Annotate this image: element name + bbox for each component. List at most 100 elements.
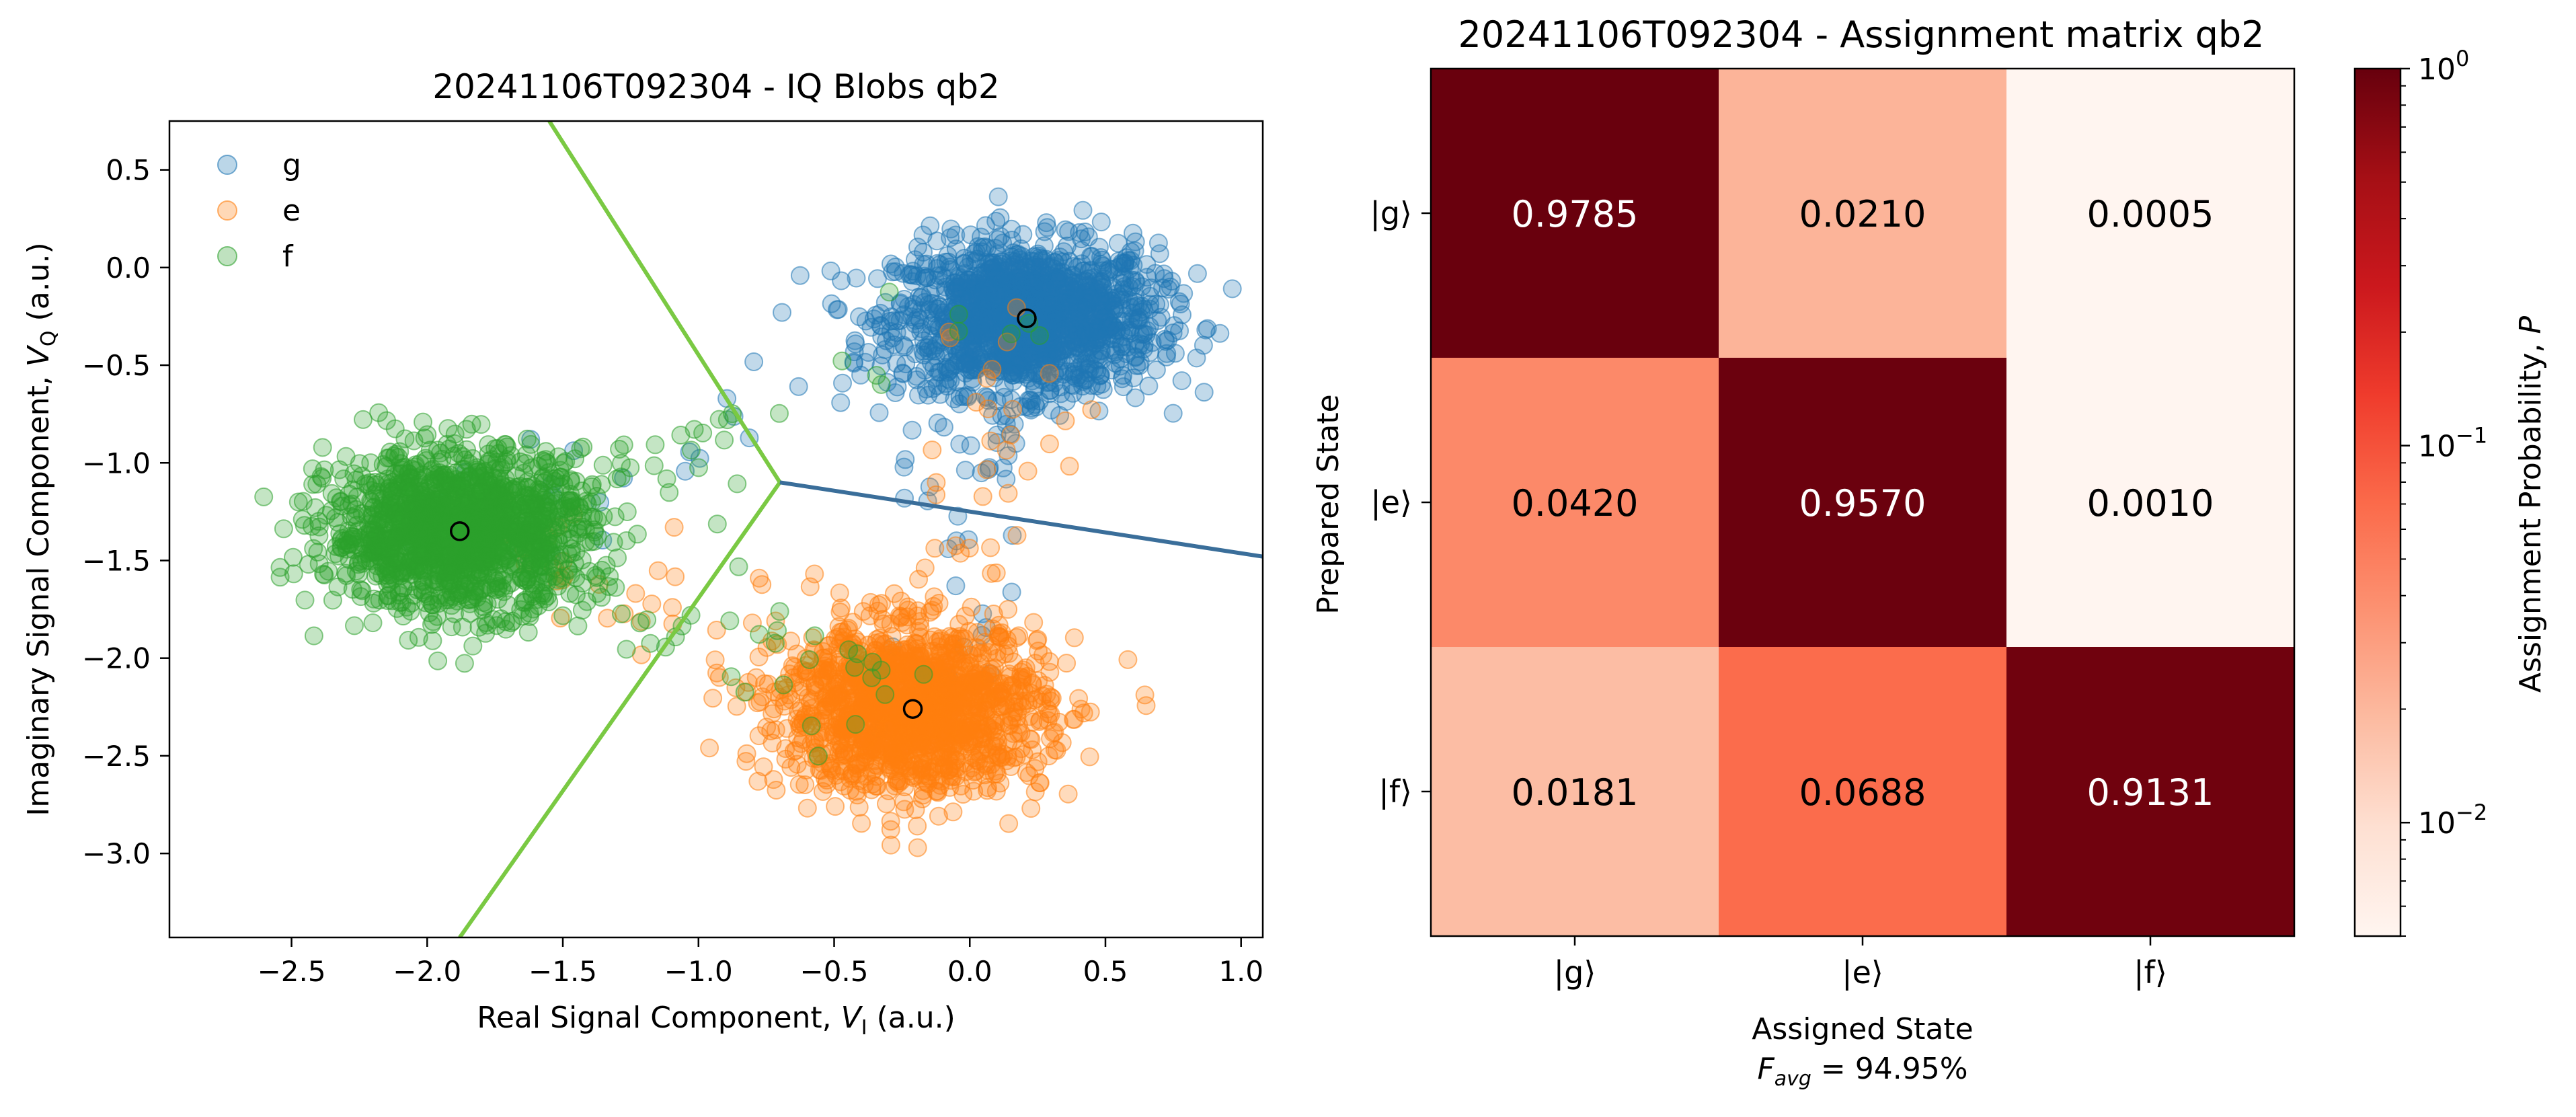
iq-point bbox=[750, 625, 769, 644]
iq-point bbox=[768, 621, 787, 640]
iq-point bbox=[593, 455, 613, 475]
iq-point bbox=[305, 498, 325, 517]
iq-plot-area bbox=[169, 121, 1263, 937]
iq-point bbox=[1187, 264, 1207, 283]
iq-point bbox=[909, 621, 928, 641]
iq-point bbox=[345, 616, 364, 635]
iq-point bbox=[983, 619, 1003, 639]
iq-point bbox=[343, 527, 362, 546]
iq-point bbox=[715, 430, 734, 450]
iq-point bbox=[511, 568, 531, 588]
iq-x-tick-label: 0.5 bbox=[1083, 955, 1128, 988]
iq-point bbox=[295, 590, 315, 610]
matrix-col-labels: |g⟩ |e⟩ |f⟩ bbox=[1554, 936, 2167, 991]
iq-point bbox=[1146, 264, 1165, 283]
iq-point bbox=[829, 617, 849, 636]
iq-point bbox=[755, 674, 774, 693]
iq-x-tick-label: −2.5 bbox=[258, 955, 326, 988]
iq-point bbox=[914, 243, 933, 262]
iq-x-tick-label: 0.0 bbox=[947, 955, 992, 988]
iq-x-tick-label: −1.5 bbox=[529, 955, 597, 988]
iq-point bbox=[720, 611, 740, 631]
iq-point bbox=[1021, 390, 1040, 410]
iq-point bbox=[354, 410, 373, 429]
iq-x-tick-label: −1.0 bbox=[664, 955, 733, 988]
iq-point bbox=[453, 617, 472, 637]
iq-point bbox=[973, 487, 992, 506]
iq-point bbox=[978, 238, 997, 258]
iq-point bbox=[966, 393, 986, 412]
iq-point bbox=[399, 631, 418, 650]
iq-point bbox=[1069, 689, 1089, 708]
iq-point bbox=[610, 440, 629, 459]
iq-y-tick-label: −1.0 bbox=[82, 447, 151, 479]
iq-point bbox=[1091, 248, 1110, 267]
iq-point bbox=[976, 216, 995, 235]
iq-point bbox=[946, 767, 966, 786]
iq-point bbox=[426, 555, 446, 574]
iq-point bbox=[853, 693, 873, 712]
iq-point bbox=[1013, 225, 1033, 244]
iq-point bbox=[481, 549, 501, 568]
iq-point bbox=[483, 529, 503, 549]
iq-point bbox=[1194, 336, 1213, 355]
iq-y-tick-label: −1.5 bbox=[82, 544, 151, 577]
iq-point bbox=[852, 814, 871, 833]
iq-point bbox=[923, 440, 942, 460]
iq-point bbox=[621, 458, 640, 477]
iq-scatter-points bbox=[254, 187, 1242, 857]
iq-point bbox=[644, 456, 664, 475]
iq-point bbox=[977, 460, 997, 479]
iq-point bbox=[1119, 251, 1138, 270]
iq-point bbox=[994, 644, 1014, 664]
iq-point bbox=[799, 650, 819, 669]
iq-point bbox=[700, 738, 719, 758]
iq-point bbox=[928, 632, 947, 652]
iq-point bbox=[848, 785, 867, 805]
iq-point bbox=[455, 654, 474, 673]
iq-point bbox=[1075, 261, 1093, 280]
iq-point bbox=[802, 716, 821, 736]
legend-marker-f bbox=[217, 246, 237, 266]
iq-point bbox=[1082, 400, 1101, 420]
iq-point bbox=[1007, 747, 1026, 767]
iq-point bbox=[988, 743, 1008, 763]
iq-point bbox=[791, 734, 811, 753]
iq-point bbox=[974, 681, 994, 700]
iq-point bbox=[936, 281, 955, 301]
iq-point bbox=[952, 650, 972, 669]
iq-point bbox=[657, 469, 676, 488]
iq-point bbox=[728, 474, 747, 494]
iq-point bbox=[617, 640, 636, 659]
iq-point bbox=[986, 212, 1006, 231]
iq-point bbox=[1126, 287, 1145, 307]
colorbar-tick-label: 10−1 bbox=[2418, 423, 2487, 464]
iq-point bbox=[805, 626, 824, 646]
iq-point bbox=[867, 366, 886, 385]
iq-point bbox=[1041, 279, 1060, 299]
iq-point bbox=[770, 403, 789, 423]
iq-point bbox=[1077, 282, 1096, 302]
iq-point bbox=[1123, 223, 1142, 243]
iq-point bbox=[485, 488, 505, 507]
iq-point bbox=[921, 695, 940, 714]
matrix-cell-value: 0.9785 bbox=[1512, 193, 1639, 235]
iq-point bbox=[752, 575, 772, 594]
iq-y-ticks: 0.50.0−0.5−1.0−1.5−2.0−2.5−3.0 bbox=[82, 154, 169, 870]
iq-point bbox=[942, 673, 962, 693]
legend-marker-g bbox=[217, 155, 237, 175]
matrix-cell-value: 0.0420 bbox=[1512, 482, 1639, 525]
iq-y-tick-label: −2.0 bbox=[82, 642, 151, 675]
iq-point bbox=[414, 412, 432, 432]
iq-point bbox=[284, 564, 303, 584]
iq-point bbox=[1001, 324, 1021, 344]
iq-point bbox=[880, 282, 899, 302]
iq-point bbox=[789, 377, 808, 396]
iq-point bbox=[729, 557, 748, 576]
matrix-row-label: |g⟩ bbox=[1370, 195, 1412, 232]
iq-point bbox=[1039, 746, 1058, 766]
iq-point bbox=[870, 628, 890, 648]
iq-point bbox=[1018, 461, 1038, 481]
iq-point bbox=[822, 294, 841, 313]
